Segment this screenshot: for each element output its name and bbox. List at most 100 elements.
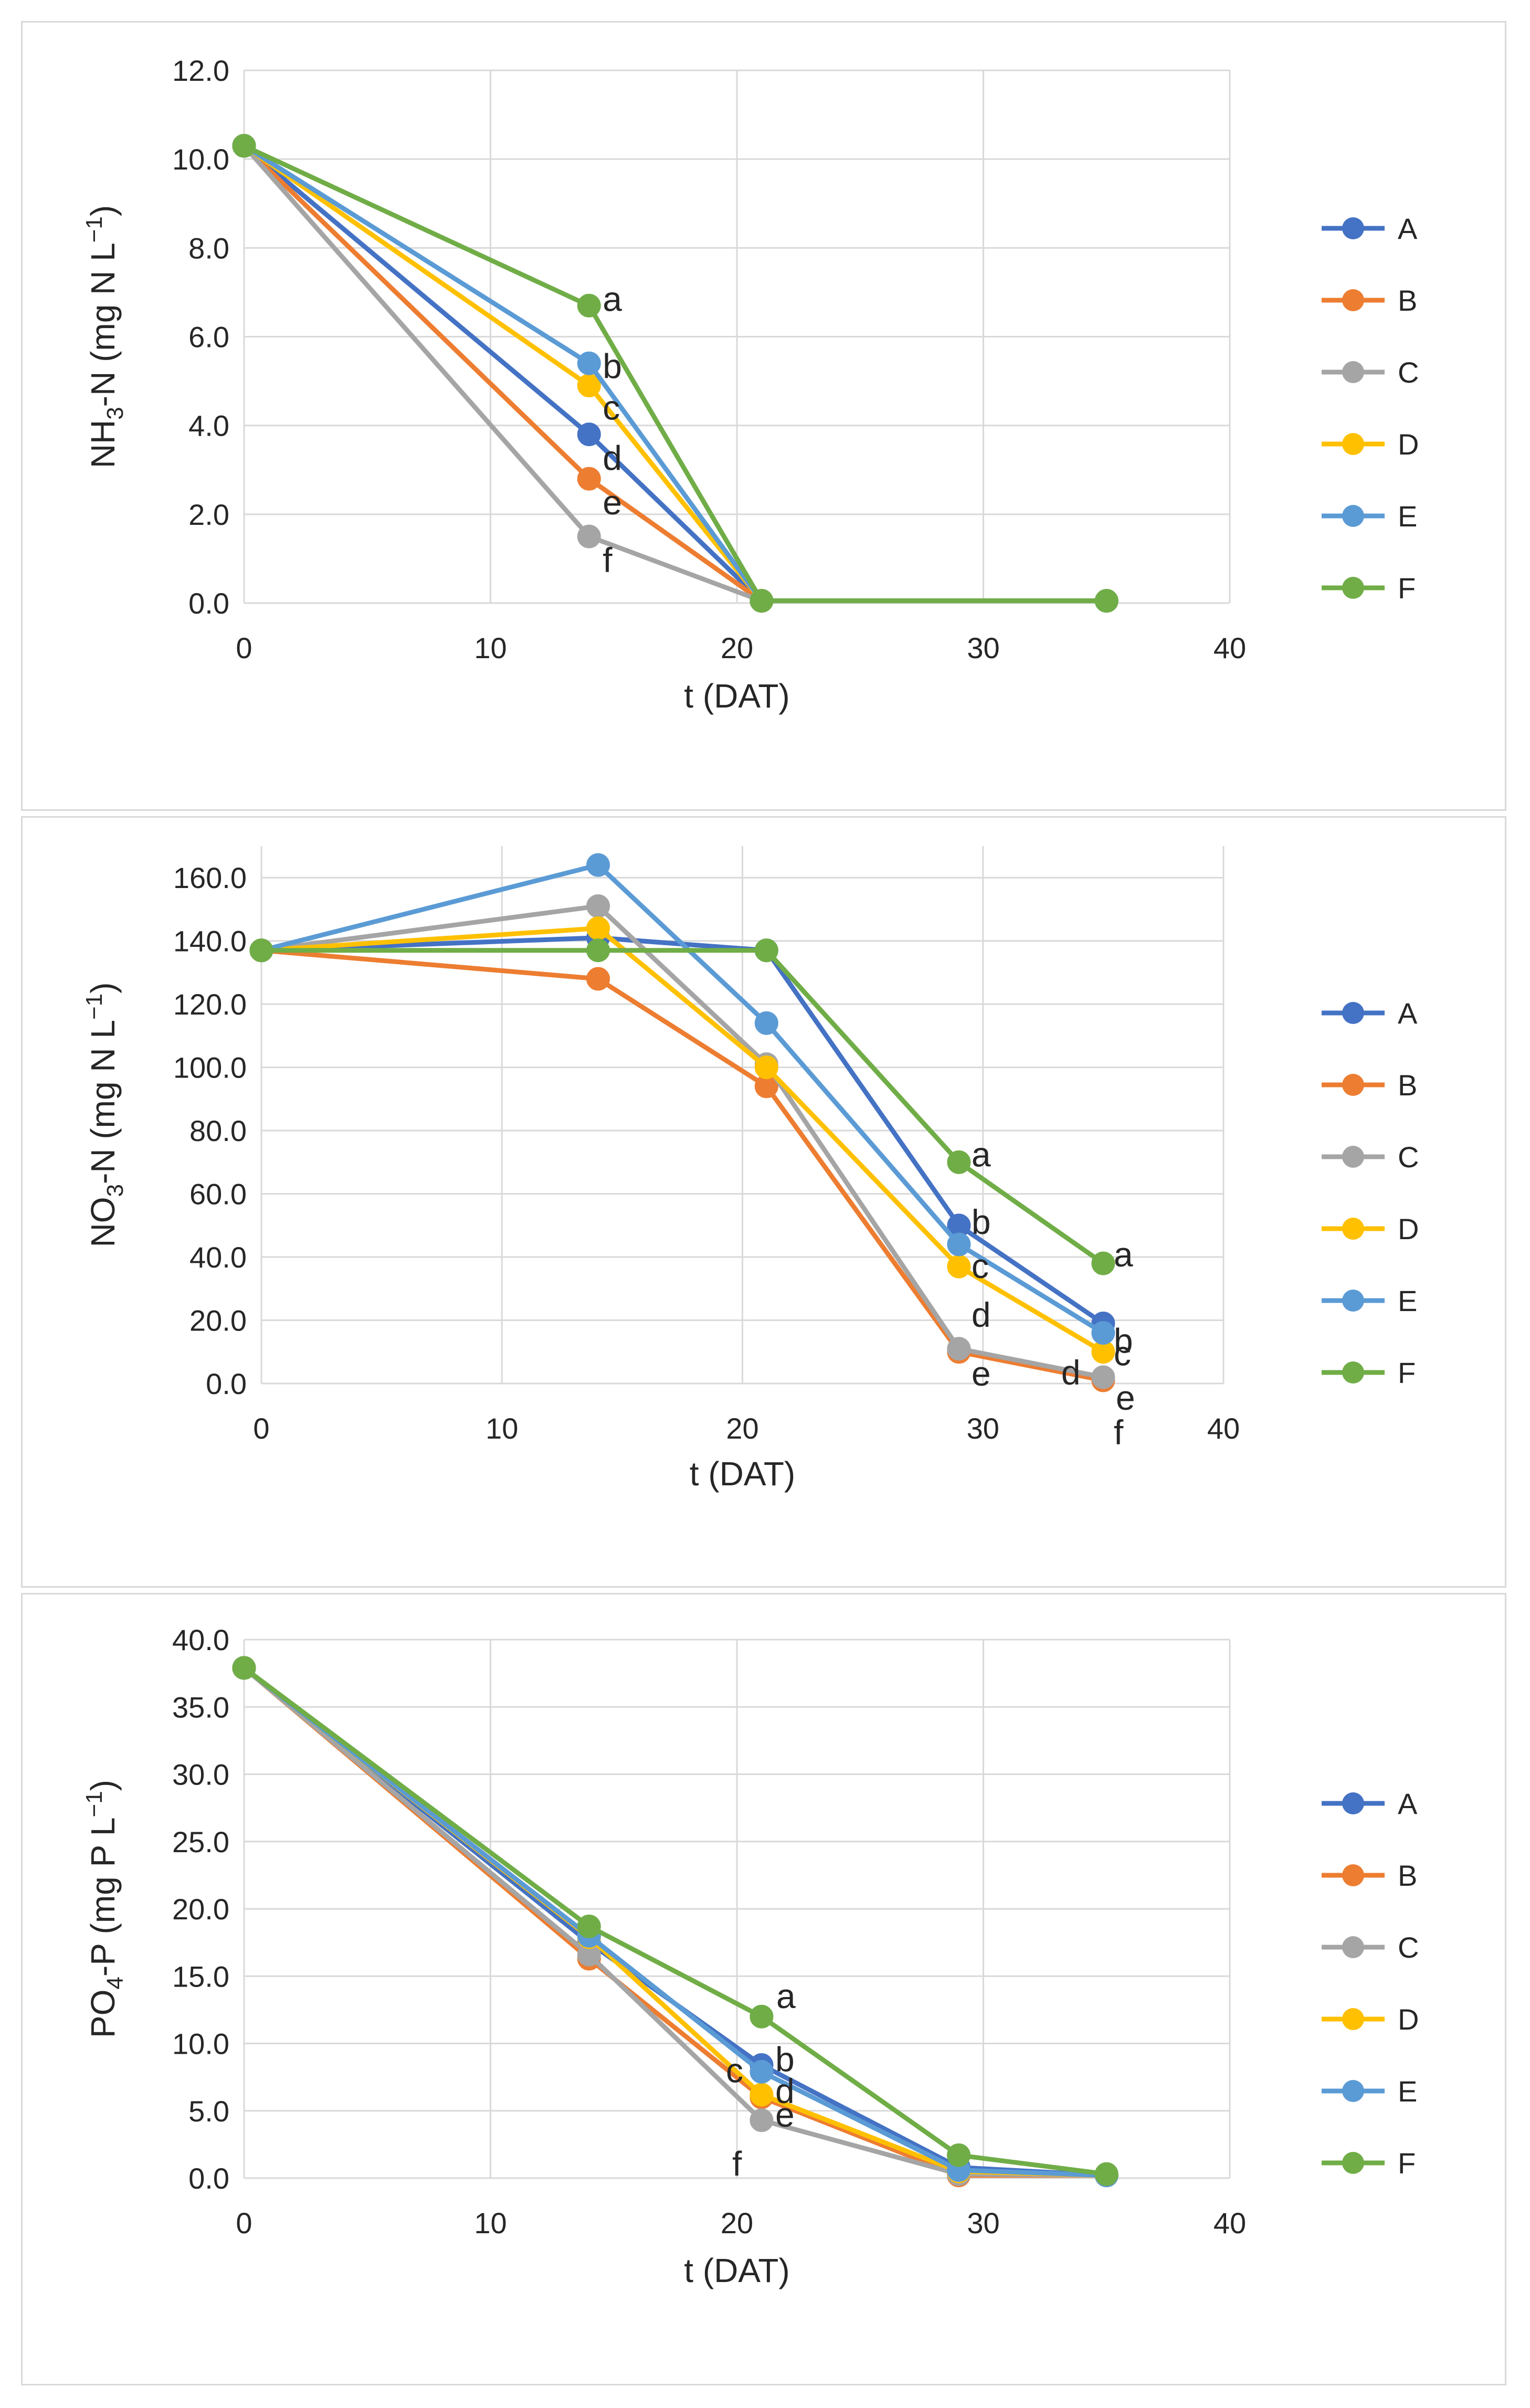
x-tick-label: 40	[1207, 1412, 1240, 1445]
legend-label: D	[1398, 428, 1419, 461]
legend-label: E	[1398, 1284, 1417, 1317]
legend-entry-B: B	[1322, 1069, 1417, 1102]
legend-entry-B: B	[1322, 284, 1417, 317]
series-line-E	[242, 143, 1107, 604]
legend-label: B	[1398, 284, 1417, 317]
x-tick-label: 10	[474, 631, 507, 664]
data-point-F	[586, 938, 610, 963]
data-point-C	[750, 2108, 774, 2132]
legend-marker	[1342, 1936, 1364, 1958]
legend-label: A	[1398, 212, 1418, 245]
series-line-B	[242, 144, 1107, 604]
x-tick-label: 10	[486, 1412, 518, 1445]
y-axis-title-main: PO	[84, 1990, 122, 2038]
annotation-letter: c	[726, 2051, 743, 2089]
y-axis-title: PO4-P (mg P L−1)	[81, 1780, 128, 2038]
legend-marker	[1342, 1361, 1364, 1383]
y-axis-title-unit: -N (mg N L	[84, 242, 122, 407]
series-line-C	[242, 144, 1107, 604]
annotation-letter: f	[603, 541, 613, 579]
x-tick-label: 20	[721, 2206, 753, 2240]
series-line-F	[243, 143, 1107, 604]
legend-label: A	[1398, 1787, 1418, 1820]
y-tick-label: 120.0	[173, 988, 247, 1021]
series-line-B	[242, 1666, 1107, 2178]
y-axis-title: NH3-N (mg N L−1)	[81, 205, 128, 468]
legend-entry-A: A	[1322, 1787, 1418, 1820]
data-point-E	[577, 351, 601, 375]
y-axis-title-main: NH	[84, 420, 122, 468]
legend-label: B	[1398, 1069, 1417, 1102]
legend-marker	[1342, 361, 1364, 383]
no3-chart: 0.0 20.0 40.0 60.0 80.0 100.0 120.0 140.0 160.0 0…	[81, 846, 1419, 1493]
x-tick-label: 30	[967, 2206, 999, 2240]
series-line-A	[242, 1666, 1107, 2178]
legend-entry-F: F	[1322, 572, 1416, 605]
legend-entry-C: C	[1322, 1140, 1419, 1174]
data-point-F	[1094, 2162, 1119, 2186]
legend-entry-D: D	[1322, 2003, 1419, 2036]
y-tick-label: 20.0	[172, 1893, 229, 1926]
annotation-letter: e	[1116, 1378, 1135, 1417]
annotation-letter: d	[1061, 1353, 1081, 1392]
annotation-letter: d	[972, 1295, 991, 1334]
y-tick-label: 2.0	[188, 498, 229, 531]
y-axis-title: NO3-N (mg N L−1)	[81, 983, 128, 1248]
legend-entry-F: F	[1322, 1356, 1416, 1389]
legend-marker	[1342, 1146, 1364, 1168]
series-line-D	[242, 1666, 1107, 2178]
legend-marker	[1342, 1290, 1364, 1312]
data-point-C	[1091, 1365, 1115, 1389]
annotation-letter: f	[1114, 1413, 1124, 1452]
x-tick-label: 20	[726, 1412, 758, 1445]
legend-entry-E: E	[1322, 2075, 1417, 2108]
data-point-E	[754, 1011, 778, 1035]
x-tick-label: 0	[236, 2206, 252, 2240]
data-point-F	[577, 293, 601, 318]
x-tick-label: 40	[1214, 631, 1246, 664]
annotation-letter: e	[972, 1354, 991, 1393]
legend-entry-F: F	[1322, 2147, 1416, 2180]
data-point-D	[754, 1055, 778, 1080]
data-point-F	[1094, 589, 1119, 613]
y-tick-label: 20.0	[189, 1304, 247, 1337]
data-point-E	[586, 853, 610, 877]
legend-marker	[1342, 577, 1364, 599]
y-tick-label: 60.0	[189, 1178, 247, 1211]
nh3-chart-panel: 0.0 2.0 4.0 6.0 8.0 10.0 12.0 0 10 20 30 40 t (DAT) N…	[21, 21, 1506, 811]
y-tick-label: 100.0	[173, 1051, 247, 1084]
annotation-letter: d	[775, 2072, 795, 2110]
nh3-chart: 0.0 2.0 4.0 6.0 8.0 10.0 12.0 0 10 20 30 40 t (DAT) N…	[81, 54, 1419, 715]
y-axis-title-unit: -N (mg N L	[84, 1020, 122, 1184]
data-point-C	[577, 524, 601, 548]
annotation-letter: a	[1114, 1235, 1133, 1274]
legend-marker	[1342, 217, 1364, 239]
annotation-letter: a	[603, 279, 622, 318]
y-axis-title-unit: -P (mg P L	[84, 1818, 122, 1977]
legend-marker	[1342, 1864, 1364, 1886]
data-point-C	[586, 894, 610, 918]
y-tick-label: 40.0	[172, 1623, 229, 1656]
legend-entry-A: A	[1322, 212, 1418, 245]
annotation-letter: c	[1114, 1334, 1131, 1373]
y-tick-label: 140.0	[173, 925, 247, 958]
y-tick-label: 6.0	[188, 321, 229, 354]
legend-label: C	[1398, 1931, 1419, 1964]
legend-label: B	[1398, 1859, 1417, 1892]
data-point-E	[947, 1232, 971, 1256]
y-axis-title-subscript: 4	[102, 1977, 128, 1989]
legend-label: F	[1398, 572, 1416, 605]
data-point-F	[232, 134, 256, 158]
legend-entry-A: A	[1322, 997, 1418, 1030]
legend-entry-E: E	[1322, 500, 1417, 533]
po4-chart: 0.0 5.0 10.0 15.0 20.0 25.0 30.0 35.0 40.0 0 10 20 3…	[81, 1623, 1419, 2289]
x-axis-title: t (DAT)	[684, 2252, 789, 2289]
y-axis-title-end: )	[84, 983, 122, 994]
annotation-letter: e	[775, 2095, 795, 2134]
series-line-E	[242, 1666, 1107, 2178]
x-tick-label: 40	[1214, 2206, 1246, 2240]
data-point-B	[586, 967, 610, 991]
no3-chart-panel: 0.0 20.0 40.0 60.0 80.0 100.0 120.0 140.0 160.0 0…	[21, 816, 1506, 1588]
legend-label: C	[1398, 1140, 1419, 1174]
legend-entry-D: D	[1322, 428, 1419, 461]
